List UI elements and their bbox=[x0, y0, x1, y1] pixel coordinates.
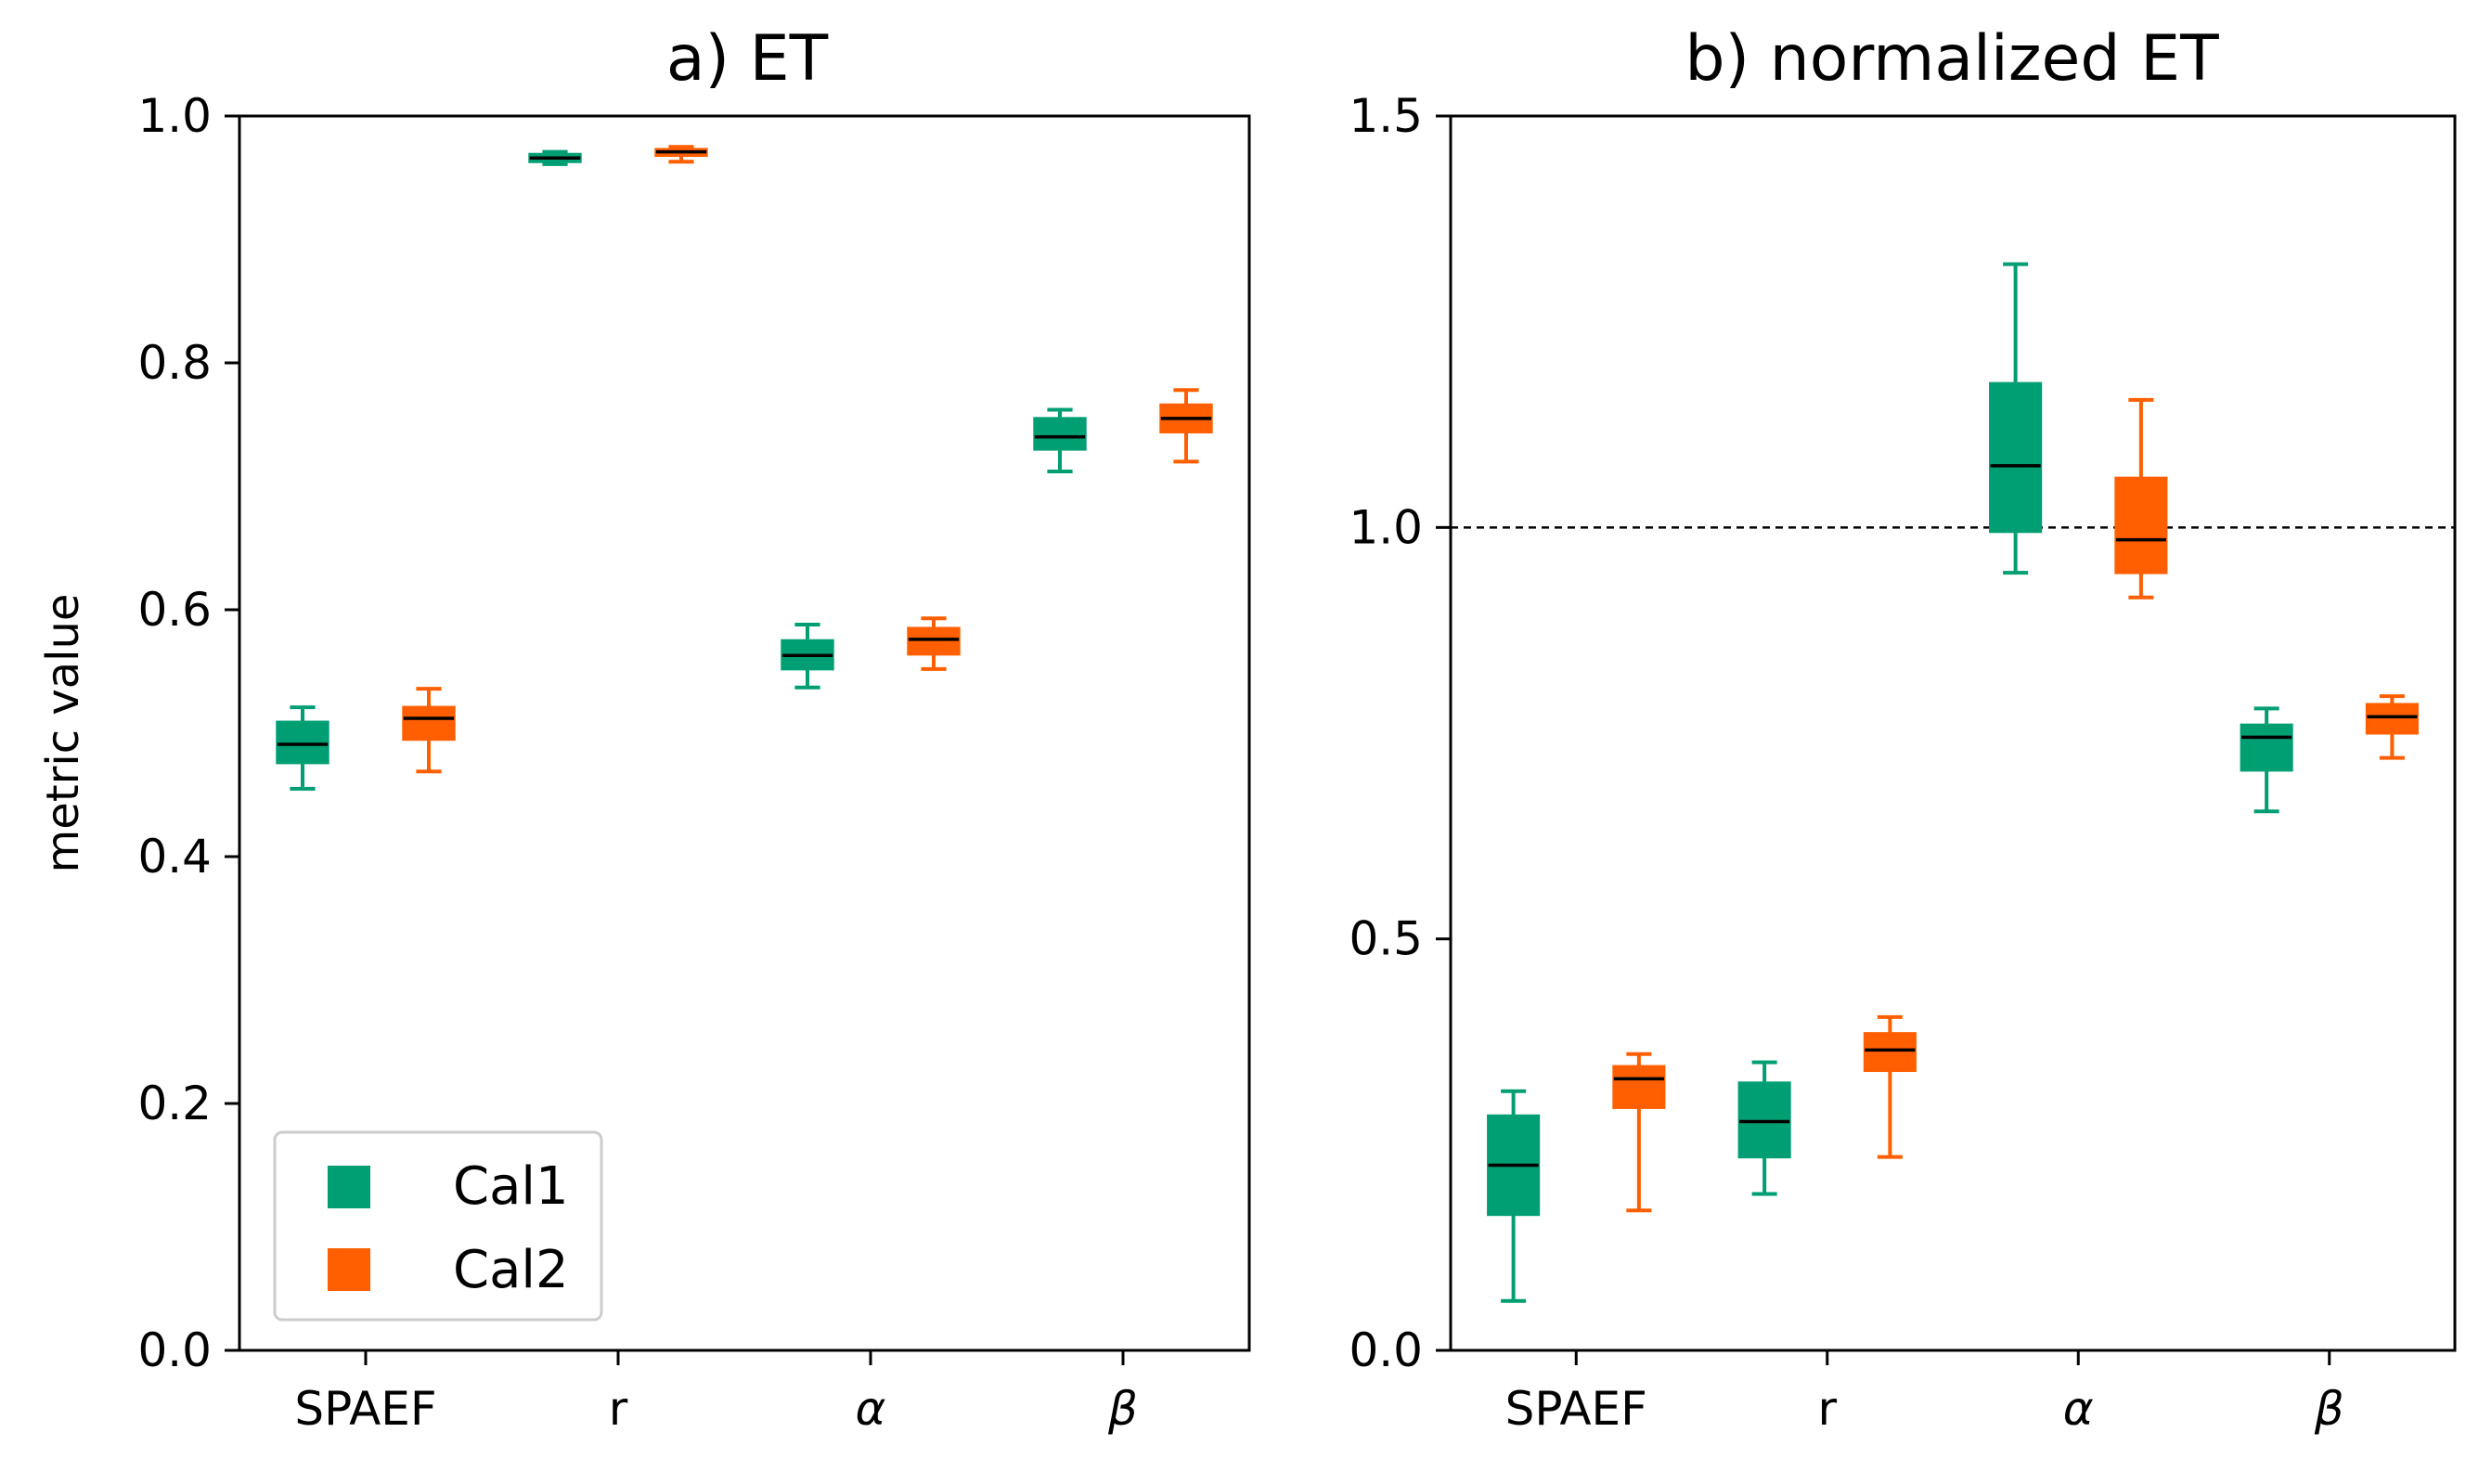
panel-b-box-cal1-0 bbox=[1487, 1089, 1541, 1303]
panel-b-normalized-et: b) normalized ET 0.0 0.5 1.0 1.5 SPAEF r α β bbox=[1349, 22, 2457, 1436]
box-iqr bbox=[2240, 723, 2293, 772]
panel-a-ytick-label: 0.8 bbox=[137, 336, 212, 390]
panel-a-ytick-label: 1.0 bbox=[137, 89, 212, 143]
panel-a-xtick-label: α bbox=[856, 1382, 886, 1436]
panel-b-ytick-label: 0.5 bbox=[1349, 912, 1423, 966]
box-iqr bbox=[1033, 417, 1087, 451]
panel-a-box-cal1-3 bbox=[1033, 407, 1087, 474]
legend-swatch-cal2 bbox=[328, 1248, 370, 1291]
panel-b-ytick-label: 1.5 bbox=[1349, 89, 1423, 143]
panel-a-et: a) ET 0.0 0.2 0.4 0.6 0.8 1.0 SPAEF r α β bbox=[137, 22, 1251, 1436]
panel-a-box-cal1-1 bbox=[528, 149, 582, 166]
panel-a-xtick-label: β bbox=[1107, 1382, 1138, 1436]
legend-swatch-cal1 bbox=[328, 1166, 370, 1208]
panel-b-box-cal2-3 bbox=[2365, 694, 2419, 760]
panel-b-box-cal2-0 bbox=[1612, 1052, 1666, 1213]
panel-b-title: b) normalized ET bbox=[1685, 22, 2219, 96]
panel-a-title: a) ET bbox=[666, 22, 829, 96]
panel-b-box-cal2-1 bbox=[1863, 1014, 1917, 1159]
y-axis-label: metric value bbox=[37, 594, 89, 873]
panel-a-box-cal2-1 bbox=[654, 145, 708, 164]
legend: Cal1 Cal2 bbox=[273, 1130, 603, 1322]
box-iqr bbox=[2365, 703, 2419, 735]
panel-a-box-cal1-2 bbox=[781, 622, 834, 690]
panel-a-ytick-label: 0.6 bbox=[137, 583, 212, 637]
box-iqr bbox=[1989, 381, 2043, 534]
panel-a-frame bbox=[238, 114, 1251, 1352]
panel-a-box-cal2-3 bbox=[1159, 388, 1213, 464]
panel-a-box-cal2-0 bbox=[402, 687, 456, 774]
panel-b-xtick-label: α bbox=[2063, 1382, 2094, 1436]
panel-a-xtick-label: SPAEF bbox=[294, 1382, 436, 1436]
legend-label-cal2: Cal2 bbox=[453, 1240, 569, 1300]
box-iqr bbox=[1737, 1081, 1791, 1159]
panel-a-box-cal2-2 bbox=[907, 616, 961, 671]
box-iqr bbox=[402, 705, 456, 742]
panel-a-xtick-label: r bbox=[609, 1382, 628, 1436]
panel-a-ytick-label: 0.2 bbox=[137, 1077, 212, 1130]
legend-label-cal1: Cal1 bbox=[453, 1156, 569, 1217]
panel-b-ytick-label: 0.0 bbox=[1349, 1323, 1423, 1377]
panel-a-box-cal1-0 bbox=[276, 705, 329, 791]
box-iqr bbox=[276, 720, 329, 765]
panel-b-xtick-label: SPAEF bbox=[1505, 1382, 1647, 1436]
panel-a-ytick-label: 0.0 bbox=[137, 1323, 212, 1377]
panel-b-box-cal1-2 bbox=[1989, 262, 2043, 575]
panel-b-box-cal1-3 bbox=[2240, 706, 2293, 814]
panel-b-box-cal1-1 bbox=[1737, 1060, 1791, 1196]
panel-b-xtick-label: r bbox=[1817, 1382, 1837, 1436]
panel-b-plot-area: 0.0 0.5 1.0 1.5 SPAEF r α β bbox=[1349, 89, 2455, 1436]
box-iqr bbox=[1863, 1032, 1917, 1073]
panel-b-ytick-label: 1.0 bbox=[1349, 500, 1423, 554]
panel-b-xtick-label: β bbox=[2314, 1382, 2344, 1436]
box-iqr bbox=[2114, 476, 2168, 574]
panel-a-plot-area: 0.0 0.2 0.4 0.6 0.8 1.0 SPAEF r α β bbox=[137, 89, 1213, 1436]
panel-b-frame bbox=[1449, 114, 2457, 1352]
box-iqr bbox=[907, 626, 961, 656]
box-iqr bbox=[1612, 1065, 1666, 1109]
panel-a-ytick-label: 0.4 bbox=[137, 830, 212, 884]
panel-b-box-cal2-2 bbox=[2114, 397, 2168, 600]
